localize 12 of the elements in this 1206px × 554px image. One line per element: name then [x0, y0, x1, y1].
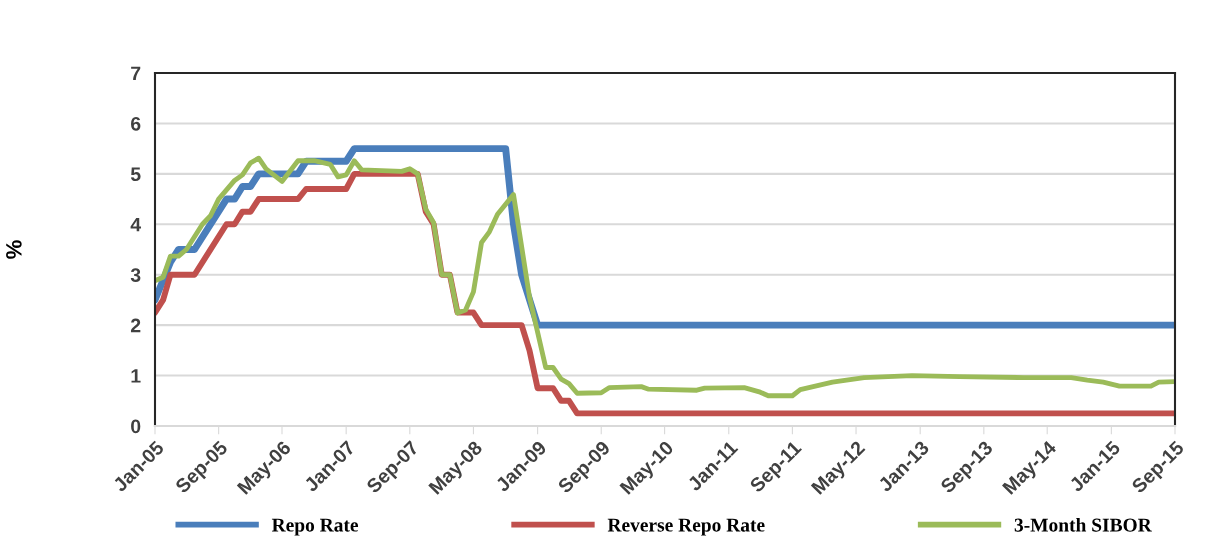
y-tick-label: 6 [131, 116, 141, 131]
y-tick-label: 7 [131, 66, 141, 81]
y-axis-title: % [6, 240, 22, 259]
y-tick-label: 4 [130, 217, 142, 232]
y-tick-label: 3 [130, 268, 141, 282]
y-tick-label: 0 [131, 419, 141, 434]
y-tick-label: 2 [130, 318, 141, 333]
legend-label: 3-Month SIBOR [1014, 517, 1152, 532]
y-tick-label: 1 [131, 369, 141, 383]
y-tick-label: 5 [130, 167, 141, 182]
legend-label: Reverse Repo Rate [607, 518, 765, 536]
legend-label: Repo Rate [271, 518, 359, 536]
